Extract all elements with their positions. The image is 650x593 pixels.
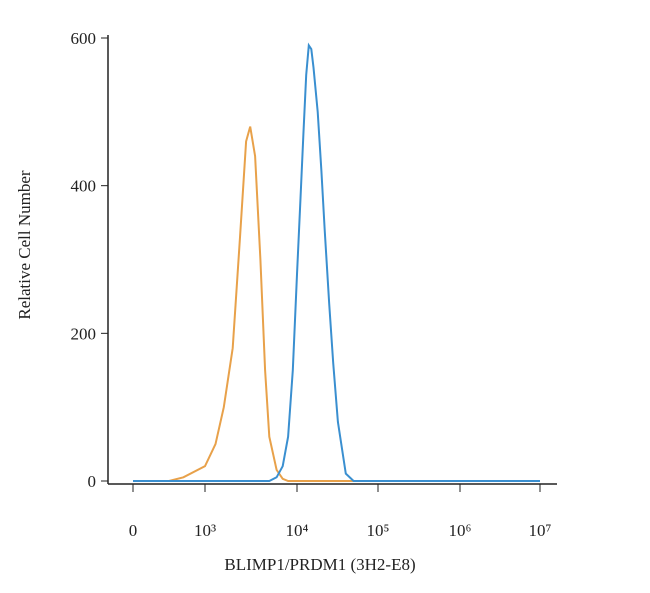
x-tick-label: 10⁴ [286, 521, 309, 540]
x-axis-label: BLIMP1/PRDM1 (3H2-E8) [224, 555, 415, 574]
y-tick-label: 0 [88, 472, 97, 491]
x-tick-label: 10⁷ [529, 521, 552, 540]
y-tick-label: 200 [71, 324, 97, 343]
y-tick-label: 600 [71, 29, 97, 48]
series-line [133, 126, 540, 482]
x-tick-label: 10³ [194, 521, 216, 540]
x-tick-label: 10⁵ [367, 521, 390, 540]
x-tick-label: 0 [129, 521, 138, 540]
y-tick-label: 400 [71, 177, 97, 196]
y-axis-label: Relative Cell Number [15, 170, 34, 320]
series-line [133, 42, 540, 482]
x-tick-label: 10⁶ [449, 521, 472, 540]
